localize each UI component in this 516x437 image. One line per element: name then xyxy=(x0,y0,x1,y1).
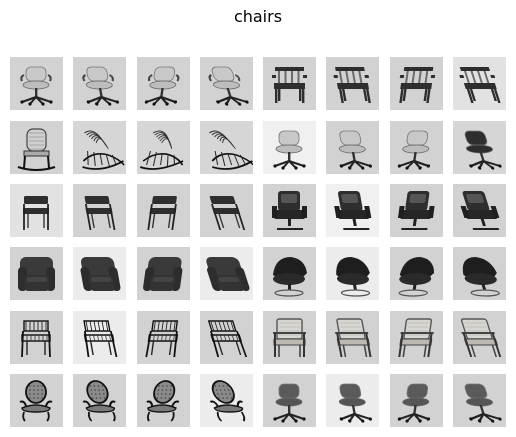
chair-drawing xyxy=(73,57,126,110)
chair-image-small-task-angled-2 xyxy=(390,374,443,427)
chair-drawing xyxy=(137,311,190,364)
chair-drawing xyxy=(263,374,316,427)
chair-drawing xyxy=(73,311,126,364)
chair-drawing xyxy=(10,374,63,427)
chair-drawing xyxy=(10,184,63,237)
chair-drawing xyxy=(453,57,506,110)
chair-drawing xyxy=(137,57,190,110)
chair-drawing xyxy=(326,121,379,174)
chair-image-baroque xyxy=(10,374,63,427)
chair-drawing xyxy=(137,247,190,300)
chair-drawing xyxy=(326,311,379,364)
chair-image-task-light-angled-2 xyxy=(390,121,443,174)
chair-drawing xyxy=(453,374,506,427)
chair-drawing xyxy=(10,311,63,364)
chair-image-wood-armchair-angled xyxy=(326,57,379,110)
chair-image-office-light-side xyxy=(200,57,253,110)
chair-image-club xyxy=(10,247,63,300)
chair-image-baroque-side xyxy=(200,374,253,427)
chair-image-club-angled xyxy=(73,247,126,300)
chair-drawing xyxy=(390,57,443,110)
chair-drawing xyxy=(73,184,126,237)
chair-image-side-black-side xyxy=(200,184,253,237)
chair-image-side-black xyxy=(10,184,63,237)
chair-image-wire-angled xyxy=(73,311,126,364)
chair-drawing xyxy=(263,311,316,364)
chair-drawing xyxy=(263,57,316,110)
chair-drawing xyxy=(10,247,63,300)
figure-title: chairs xyxy=(233,7,283,26)
chair-image-cushion-armchair-angled xyxy=(326,311,379,364)
chair-image-club-angled-2 xyxy=(137,247,190,300)
chair-image-rocker-wicker xyxy=(73,121,126,174)
chair-drawing xyxy=(326,57,379,110)
chair-drawing xyxy=(200,57,253,110)
chair-drawing xyxy=(390,184,443,237)
chair-drawing xyxy=(390,121,443,174)
chair-image-task-dark-side xyxy=(453,121,506,174)
chair-drawing xyxy=(137,184,190,237)
chair-drawing xyxy=(263,247,316,300)
chair-image-small-task-angled xyxy=(326,374,379,427)
chair-image-exec-dark-side xyxy=(453,184,506,237)
chair-image-club-side xyxy=(200,247,253,300)
chair-image-baroque-angled xyxy=(73,374,126,427)
chair-image-wire-angled-2 xyxy=(137,311,190,364)
chair-drawing xyxy=(263,121,316,174)
chair-image-office-light xyxy=(10,57,63,110)
chair-image-lounge-angled xyxy=(326,247,379,300)
chair-image-wood-armchair-side xyxy=(453,57,506,110)
chair-drawing xyxy=(326,247,379,300)
chair-drawing xyxy=(200,311,253,364)
chair-image-cushion-armchair xyxy=(263,311,316,364)
chair-image-exec-dark-angled-2 xyxy=(390,184,443,237)
chair-image-lounge-angled-2 xyxy=(390,247,443,300)
chair-image-rocker-wicker-angled xyxy=(137,121,190,174)
chair-image-wood-armchair-angled-2 xyxy=(390,57,443,110)
chair-image-exec-dark-angled xyxy=(326,184,379,237)
chair-drawing xyxy=(73,247,126,300)
chair-drawing xyxy=(453,247,506,300)
chair-drawing xyxy=(200,374,253,427)
chair-drawing xyxy=(200,247,253,300)
chair-drawing xyxy=(137,121,190,174)
chair-image-wood-armchair xyxy=(263,57,316,110)
chair-image-small-task-side xyxy=(453,374,506,427)
chair-drawing xyxy=(200,184,253,237)
chair-image-wire xyxy=(10,311,63,364)
chair-image-side-black-angled-2 xyxy=(137,184,190,237)
chair-image-rocker-wicker-side xyxy=(200,121,253,174)
chair-drawing xyxy=(263,184,316,237)
chair-drawing xyxy=(453,121,506,174)
chair-image-lounge-side xyxy=(453,247,506,300)
chair-image-cushion-armchair-angled-2 xyxy=(390,311,443,364)
chair-drawing xyxy=(390,247,443,300)
chair-image-cushion-armchair-side xyxy=(453,311,506,364)
chair-image-wire-side xyxy=(200,311,253,364)
chair-image-office-light-angled-2 xyxy=(137,57,190,110)
chair-image-office-light-angled xyxy=(73,57,126,110)
chair-image-rocker-tall xyxy=(10,121,63,174)
chair-image-task-light-angled xyxy=(326,121,379,174)
chair-drawing xyxy=(326,184,379,237)
chair-drawing xyxy=(10,57,63,110)
chair-image-lounge xyxy=(263,247,316,300)
chair-drawing xyxy=(453,311,506,364)
chair-drawing xyxy=(326,374,379,427)
chair-drawing xyxy=(453,184,506,237)
chair-drawing xyxy=(137,374,190,427)
chair-image-small-task xyxy=(263,374,316,427)
chair-image-exec-dark xyxy=(263,184,316,237)
chair-image-task-light xyxy=(263,121,316,174)
chair-image-side-black-angled xyxy=(73,184,126,237)
chair-drawing xyxy=(390,311,443,364)
chair-image-baroque-angled-2 xyxy=(137,374,190,427)
chair-drawing xyxy=(390,374,443,427)
chair-drawing xyxy=(73,374,126,427)
chair-drawing xyxy=(200,121,253,174)
chair-drawing xyxy=(10,121,63,174)
chair-drawing xyxy=(73,121,126,174)
